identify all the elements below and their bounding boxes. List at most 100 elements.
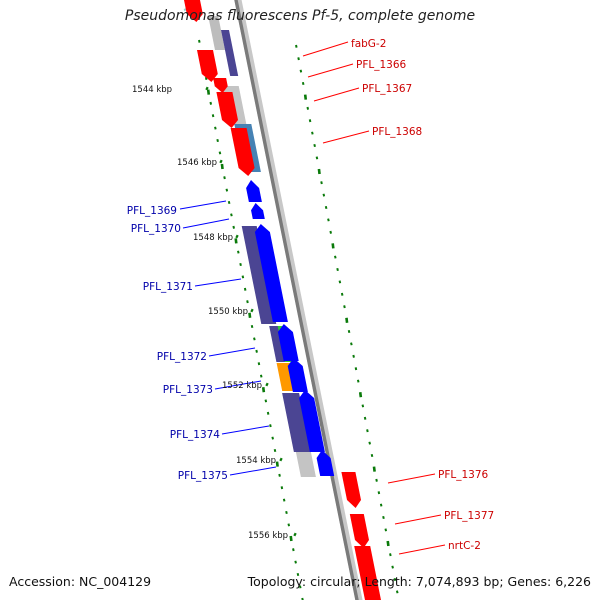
leader-line-pfl-1372	[208, 347, 256, 357]
tick-mark	[308, 119, 312, 123]
tick-mark	[368, 441, 371, 445]
gene-label-pfl-1373[interactable]: PFL_1373	[163, 384, 213, 396]
kbp-label: 1546 kbp	[177, 158, 217, 168]
kbp-tick	[279, 457, 283, 462]
tick-mark	[336, 267, 339, 272]
tick-mark	[313, 143, 316, 148]
tick-mark	[248, 312, 252, 318]
tick-mark	[280, 486, 284, 490]
tick-mark	[329, 230, 332, 234]
tick-mark	[296, 572, 300, 577]
tick-mark	[220, 163, 224, 170]
gene-label-pfl-1377[interactable]: PFL_1377	[444, 510, 494, 522]
tick-mark	[382, 515, 385, 520]
tick-mark	[255, 349, 258, 353]
gene-arrow-top	[184, 0, 203, 22]
leader-line-pfl-1367	[313, 87, 360, 102]
kbp-tick	[235, 234, 239, 239]
tick-mark	[237, 250, 240, 254]
tick-mark	[223, 176, 226, 180]
gene-label-pfl-1372[interactable]: PFL_1372	[157, 351, 207, 363]
tick-mark	[230, 213, 233, 217]
gene-arrow-pfl-1369	[246, 180, 262, 202]
leader-line-pfl-1377	[394, 514, 442, 525]
tick-mark	[389, 553, 392, 557]
leader-line-fabg-2	[302, 41, 349, 57]
tick-mark	[266, 411, 270, 415]
tick-mark	[287, 523, 291, 527]
kbp-label: 1552 kbp	[222, 381, 262, 391]
gene-label-pfl-1370[interactable]: PFL_1370	[131, 223, 181, 235]
cds-pfl-1374-bar	[282, 393, 311, 452]
gene-label-pfl-1368[interactable]: PFL_1368	[372, 126, 422, 138]
tick-mark	[334, 255, 337, 259]
kbp-label: 1554 kbp	[236, 456, 276, 466]
tick-mark	[294, 560, 297, 564]
gene-label-pfl-1374[interactable]: PFL_1374	[170, 429, 221, 441]
gene-label-pfl-1371[interactable]: PFL_1371	[143, 281, 193, 293]
tick-mark	[366, 429, 369, 433]
kbp-label: 1556 kbp	[248, 531, 288, 541]
leader-line-pfl-1371	[194, 278, 242, 287]
cds-fabg-2-bar	[208, 16, 225, 50]
gene-arrow-fabg-2	[197, 50, 218, 82]
tick-mark	[269, 424, 272, 428]
gene-label-pfl-1366[interactable]: PFL_1366	[356, 59, 407, 71]
gene-label-fabg-2[interactable]: fabG-2	[351, 38, 386, 50]
tick-mark	[257, 362, 261, 366]
tick-mark	[331, 243, 335, 249]
gene-arrow-pfl-1366	[213, 78, 228, 93]
tick-mark	[278, 473, 281, 477]
tick-mark	[209, 101, 213, 105]
tick-mark	[306, 106, 310, 110]
kbp-label: 1548 kbp	[193, 233, 233, 243]
tick-mark	[386, 540, 390, 547]
gene-label-pfl-1369[interactable]: PFL_1369	[127, 205, 177, 217]
gene-label-pfl-1376[interactable]: PFL_1376	[438, 469, 489, 481]
tick-mark	[372, 466, 376, 472]
map-title: Pseudomonas fluorescens Pf-5, complete g…	[124, 8, 476, 24]
leader-line-pfl-1368	[322, 130, 370, 144]
tick-mark	[282, 498, 286, 502]
tick-mark	[350, 342, 353, 346]
gene-label-pfl-1375[interactable]: PFL_1375	[178, 470, 228, 482]
gene-arrow-pfl-1371	[254, 224, 288, 322]
tick-mark	[273, 448, 277, 453]
tick-mark	[241, 275, 245, 279]
kbp-label: 1544 kbp	[132, 85, 172, 95]
tick-mark	[218, 151, 222, 155]
gene-arrows	[184, 0, 381, 600]
tick-mark	[324, 205, 328, 210]
kbp-tick	[265, 382, 269, 387]
gene-label-pfl-1367[interactable]: PFL_1367	[362, 83, 412, 95]
tick-mark	[206, 89, 211, 95]
tick-mark	[295, 44, 298, 48]
gene-arrow-pfl-1368	[230, 128, 255, 176]
tick-mark	[259, 374, 263, 378]
tick-mark	[198, 39, 201, 43]
kbp-tick	[250, 308, 254, 313]
accession-text: Accession: NC_004129	[9, 574, 152, 589]
gene-arrow-pfl-1375	[316, 450, 335, 476]
gene-label-nrtc-2[interactable]: nrtC-2	[448, 540, 481, 552]
tick-mark	[379, 503, 383, 507]
tick-mark	[275, 461, 279, 467]
tick-mark	[214, 126, 217, 130]
tick-mark	[301, 81, 305, 86]
tick-marks	[183, 7, 399, 600]
tick-mark	[338, 280, 342, 284]
tick-mark	[356, 379, 360, 383]
tick-mark	[322, 193, 326, 197]
cds-pfl-1371-bar	[241, 226, 277, 324]
tick-mark	[340, 292, 344, 296]
tick-mark	[271, 436, 274, 440]
tick-mark	[375, 478, 378, 482]
tick-mark	[264, 399, 268, 403]
cds-fabg-2-bar-dark	[221, 30, 239, 76]
backbone-track	[234, 0, 363, 600]
gene-arrow-pfl-1374	[299, 390, 325, 452]
tick-mark	[361, 404, 365, 408]
kbp-tick	[205, 86, 209, 91]
tick-mark	[234, 238, 238, 244]
tick-mark	[352, 354, 355, 358]
